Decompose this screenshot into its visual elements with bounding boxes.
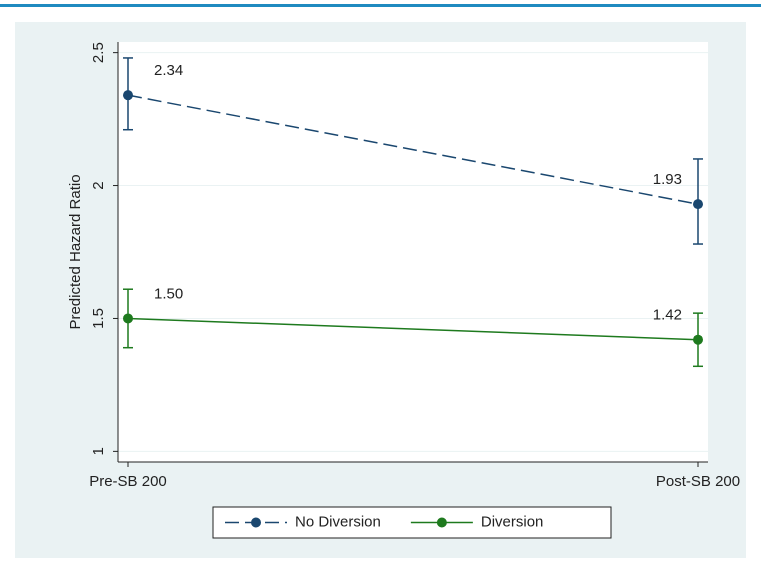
series-line <box>127 94 699 205</box>
y-tick-label: 1 <box>90 447 107 455</box>
value-label: 2.34 <box>154 62 183 79</box>
value-label: 1.50 <box>154 285 183 302</box>
x-tick-label: Post-SB 200 <box>656 473 740 490</box>
y-tick-label: 2 <box>90 181 107 189</box>
series-line <box>127 317 699 341</box>
point <box>123 313 133 324</box>
point <box>693 199 703 210</box>
legend-label: No Diversion <box>295 513 381 530</box>
legend-marker <box>251 517 261 528</box>
legend-label: Diversion <box>481 513 544 530</box>
x-tick-label: Pre-SB 200 <box>89 473 167 490</box>
point <box>693 334 703 345</box>
point <box>123 90 133 101</box>
value-label: 1.93 <box>653 171 682 188</box>
y-tick-label: 2.5 <box>90 42 107 63</box>
y-axis-title: Predicted Hazard Ratio <box>67 174 84 329</box>
top-rule <box>0 4 761 7</box>
value-label: 1.42 <box>653 307 682 324</box>
legend-marker <box>436 517 447 528</box>
plot-area <box>118 42 708 462</box>
y-tick-label: 1.5 <box>90 308 107 329</box>
